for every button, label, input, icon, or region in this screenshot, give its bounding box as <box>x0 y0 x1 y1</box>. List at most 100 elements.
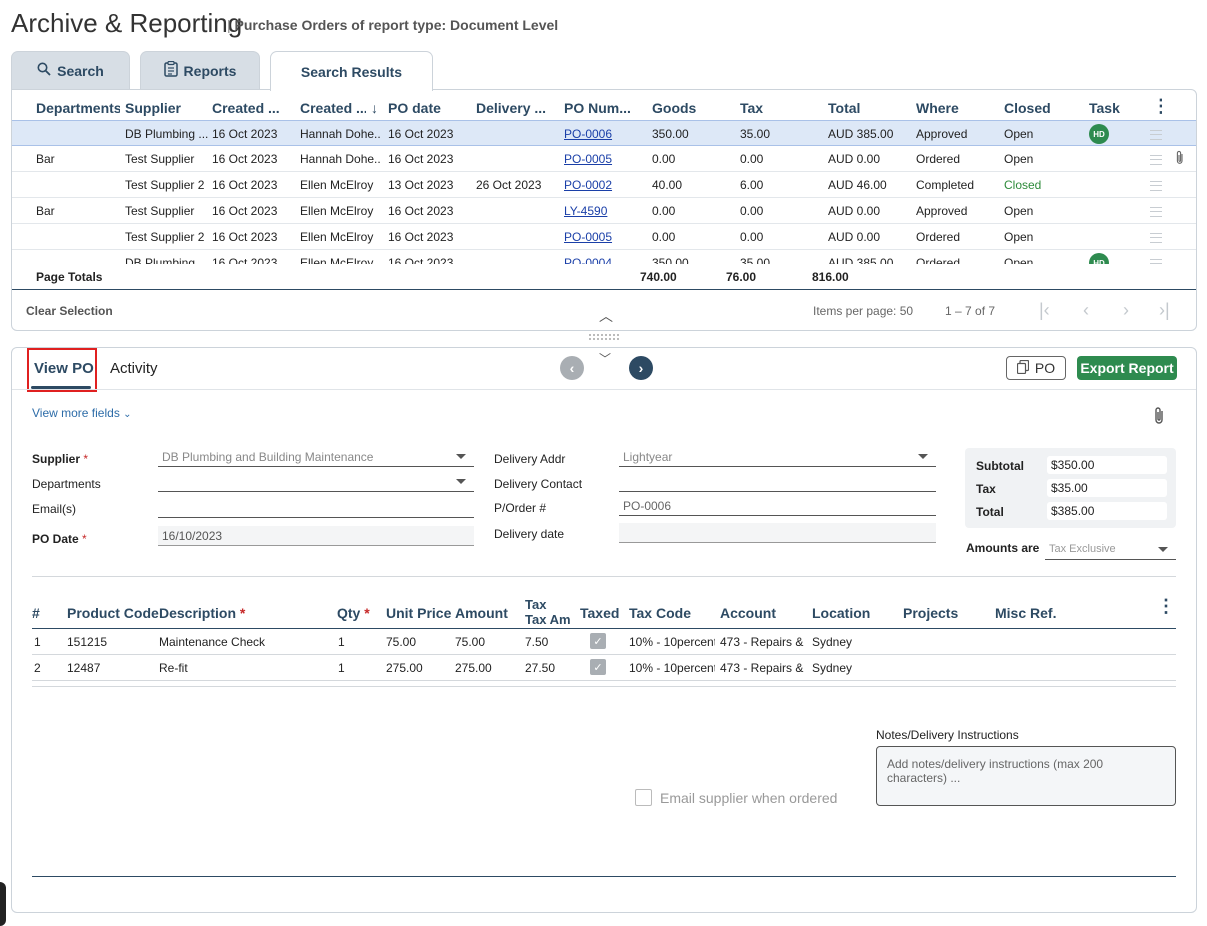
line-amount: 275.00 <box>455 661 492 675</box>
resize-handle[interactable] <box>589 334 619 340</box>
line-account: 473 - Repairs & M <box>720 661 806 675</box>
required-marker: * <box>239 605 246 621</box>
departments-select[interactable] <box>158 472 474 492</box>
clear-selection-button[interactable]: Clear Selection <box>26 304 113 318</box>
line-number: 2 <box>34 661 41 675</box>
col-closed[interactable]: Closed <box>1004 100 1051 116</box>
first-page-icon[interactable]: |‹ <box>1039 300 1050 320</box>
po-date-field[interactable]: 16/10/2023 <box>158 526 474 546</box>
line-amount: 75.00 <box>455 635 486 649</box>
task-avatar[interactable]: HD <box>1089 124 1109 144</box>
paperclip-icon[interactable] <box>1152 406 1166 431</box>
chevron-down-icon[interactable]: ﹀ <box>599 352 612 366</box>
delivery-addr-value: Lightyear <box>623 450 673 464</box>
col-po-date[interactable]: PO date <box>388 100 441 116</box>
line-product-code: 151215 <box>67 635 108 649</box>
taxed-checkbox[interactable]: ✓ <box>590 633 606 649</box>
tab-reports[interactable]: Reports <box>140 51 260 89</box>
delivery-addr-select[interactable]: Lightyear <box>619 447 936 467</box>
row-menu-icon[interactable] <box>1150 233 1162 243</box>
departments-label: Departments <box>32 477 101 491</box>
row-goods: 40.00 <box>652 178 683 192</box>
po-button-label: PO <box>1034 360 1056 376</box>
prev-page-icon[interactable]: ‹ <box>1083 300 1089 320</box>
line-account: 473 - Repairs & M <box>720 635 806 649</box>
table-row[interactable]: Test Supplier 2 16 Oct 2023 Ellen McElroy 1… <box>12 224 1196 250</box>
table-row[interactable]: DB Plumbing ... 16 Oct 2023 Hannah Dohe...… <box>12 120 1196 146</box>
row-supplier: Test Supplier <box>125 152 195 166</box>
table-row[interactable]: Test Supplier 2 16 Oct 2023 Ellen McElroy 1… <box>12 172 1196 198</box>
row-po-number[interactable]: PO-0005 <box>564 230 613 244</box>
next-po-button[interactable]: › <box>629 356 653 380</box>
col-delivery[interactable]: Delivery ... <box>476 100 547 116</box>
row-po-date: 16 Oct 2023 <box>388 127 454 141</box>
col-tax[interactable]: Tax <box>740 100 764 116</box>
line-tax-amount: 7.50 <box>525 635 549 649</box>
bottom-divider <box>32 876 1176 877</box>
row-po-number[interactable]: LY-4590 <box>564 204 608 218</box>
tab-activity[interactable]: Activity <box>110 360 158 377</box>
supplier-select[interactable]: DB Plumbing and Building Maintenance <box>158 447 474 467</box>
export-report-button[interactable]: Export Report <box>1077 356 1177 380</box>
dropdown-caret-icon <box>1158 547 1168 552</box>
table-row[interactable]: Bar Test Supplier 16 Oct 2023 Ellen McElroy… <box>12 198 1196 224</box>
last-page-icon[interactable]: ›| <box>1159 300 1170 320</box>
row-supplier: Test Supplier <box>125 204 195 218</box>
line-row[interactable]: 1 151215 Maintenance Check 1 75.00 75.00 7.50 1… <box>32 629 1176 655</box>
order-number-field[interactable]: PO-0006 <box>619 496 936 516</box>
column-menu-icon[interactable]: ⋮ <box>1152 96 1162 117</box>
row-menu-icon[interactable] <box>1150 130 1162 140</box>
table-row[interactable]: Bar Test Supplier 16 Oct 2023 Hannah Dohe..… <box>12 146 1196 172</box>
emails-field[interactable] <box>158 498 474 518</box>
col-supplier[interactable]: Supplier <box>125 100 182 116</box>
tab-search-results[interactable]: Search Results <box>270 51 433 91</box>
items-per-page-label: Items per page: <box>813 304 897 318</box>
previous-po-button[interactable]: ‹ <box>560 356 584 380</box>
col-created[interactable]: Created ... <box>212 100 280 116</box>
page-subtitle-text: Purchase Orders of report type: Document… <box>234 17 559 33</box>
delivery-contact-label: Delivery Contact <box>494 477 583 491</box>
sort-arrow-icon[interactable]: ↓ <box>371 100 378 116</box>
col-created-by[interactable]: Created ... <box>300 100 366 116</box>
row-menu-icon[interactable] <box>1150 207 1162 217</box>
notes-textarea[interactable]: Add notes/delivery instructions (max 200… <box>876 746 1176 806</box>
col-task[interactable]: Task <box>1089 100 1120 116</box>
items-per-page-select[interactable]: 50 <box>899 304 914 318</box>
row-menu-icon[interactable] <box>1150 181 1162 191</box>
col-total[interactable]: Total <box>828 100 861 116</box>
items-per-page: Items per page: 50 <box>813 304 913 318</box>
line-product-code: 12487 <box>67 661 101 675</box>
line-column-menu-icon[interactable]: ⋮ <box>1157 596 1175 616</box>
row-departments: Bar <box>36 204 55 218</box>
amounts-select[interactable]: Tax Exclusive <box>1045 540 1176 560</box>
dropdown-caret-icon <box>456 454 466 459</box>
tab-view-po[interactable]: View PO <box>34 360 94 377</box>
col-goods[interactable]: Goods <box>652 100 697 116</box>
description-header-text: Description <box>159 605 237 621</box>
po-button[interactable]: PO <box>1006 356 1066 380</box>
col-where[interactable]: Where <box>916 100 959 116</box>
title-separator: | <box>227 17 231 33</box>
paperclip-icon[interactable] <box>1175 150 1185 171</box>
delivery-date-field[interactable] <box>619 523 936 543</box>
email-supplier-checkbox[interactable] <box>635 789 652 806</box>
view-more-fields-link[interactable]: View more fields ⌄ <box>32 406 132 420</box>
required-marker: * <box>83 452 89 466</box>
report-icon <box>163 60 178 80</box>
search-icon <box>37 62 51 79</box>
next-page-icon[interactable]: › <box>1123 300 1129 320</box>
line-unit-price: 75.00 <box>386 635 417 649</box>
side-handle[interactable] <box>0 882 6 926</box>
tab-search[interactable]: Search <box>11 51 130 89</box>
taxed-checkbox[interactable]: ✓ <box>590 659 606 675</box>
row-po-number[interactable]: PO-0006 <box>564 127 613 141</box>
row-menu-icon[interactable] <box>1150 155 1162 165</box>
col-po-number[interactable]: PO Num... <box>564 100 631 116</box>
line-row[interactable]: 2 12487 Re-fit 1 275.00 275.00 27.50 10% - 10pe… <box>32 655 1176 681</box>
row-po-number[interactable]: PO-0005 <box>564 152 613 166</box>
delivery-contact-field[interactable] <box>619 472 936 492</box>
collapse-up-icon[interactable]: ︿ <box>599 308 613 324</box>
col-departments[interactable]: Departments <box>36 100 120 116</box>
row-po-number[interactable]: PO-0002 <box>564 178 613 192</box>
row-created-by: Hannah Dohe... <box>300 127 380 141</box>
